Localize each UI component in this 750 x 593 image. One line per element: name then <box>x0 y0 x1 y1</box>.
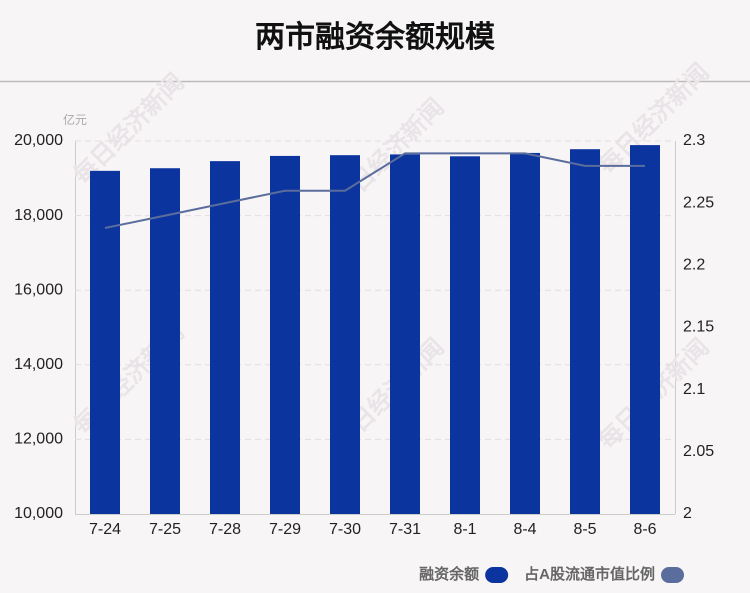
x-tick-label: 7-30 <box>329 521 361 538</box>
y2-tick-label: 2.05 <box>683 443 714 460</box>
legend-swatch <box>485 567 509 583</box>
y2-tick-label: 2.15 <box>683 319 714 336</box>
legend-swatch <box>661 567 684 583</box>
x-tick-label: 8-1 <box>453 521 476 538</box>
y-tick-label: 10,000 <box>14 505 63 522</box>
y2-tick-label: 2.2 <box>683 257 705 274</box>
y2-tick-label: 2 <box>683 505 692 522</box>
y-tick-label: 16,000 <box>14 281 63 298</box>
y-tick-label: 12,000 <box>14 431 63 448</box>
bar <box>570 149 600 514</box>
x-tick-label: 8-5 <box>573 521 596 538</box>
x-tick-label: 8-6 <box>633 521 656 538</box>
bar <box>510 152 540 514</box>
y-tick-label: 14,000 <box>14 356 63 373</box>
legend-label: 占A股流通市值比例 <box>524 565 655 583</box>
x-tick-label: 8-4 <box>513 521 536 538</box>
y-unit: 亿元 <box>63 112 87 127</box>
x-tick-label: 7-25 <box>149 521 181 538</box>
y-tick-label: 20,000 <box>14 132 63 149</box>
y2-tick-label: 2.3 <box>683 132 705 149</box>
x-tick-label: 7-31 <box>389 521 421 538</box>
bar <box>210 161 240 514</box>
bar <box>630 145 660 514</box>
y-tick-label: 18,000 <box>14 207 63 224</box>
chart-title: 两市融资余额规模 <box>255 20 495 54</box>
x-tick-label: 7-28 <box>209 521 241 538</box>
legend-label: 融资余额 <box>419 565 479 583</box>
y2-tick-label: 2.25 <box>683 194 714 211</box>
line <box>104 152 645 230</box>
bar <box>330 155 360 514</box>
bar <box>90 170 120 514</box>
bar <box>450 156 480 514</box>
bar <box>390 154 420 515</box>
bar <box>270 155 300 515</box>
x-tick-label: 7-29 <box>269 521 301 538</box>
x-tick-label: 7-24 <box>89 521 121 538</box>
y2-tick-label: 2.1 <box>683 381 705 398</box>
bar <box>150 168 180 514</box>
